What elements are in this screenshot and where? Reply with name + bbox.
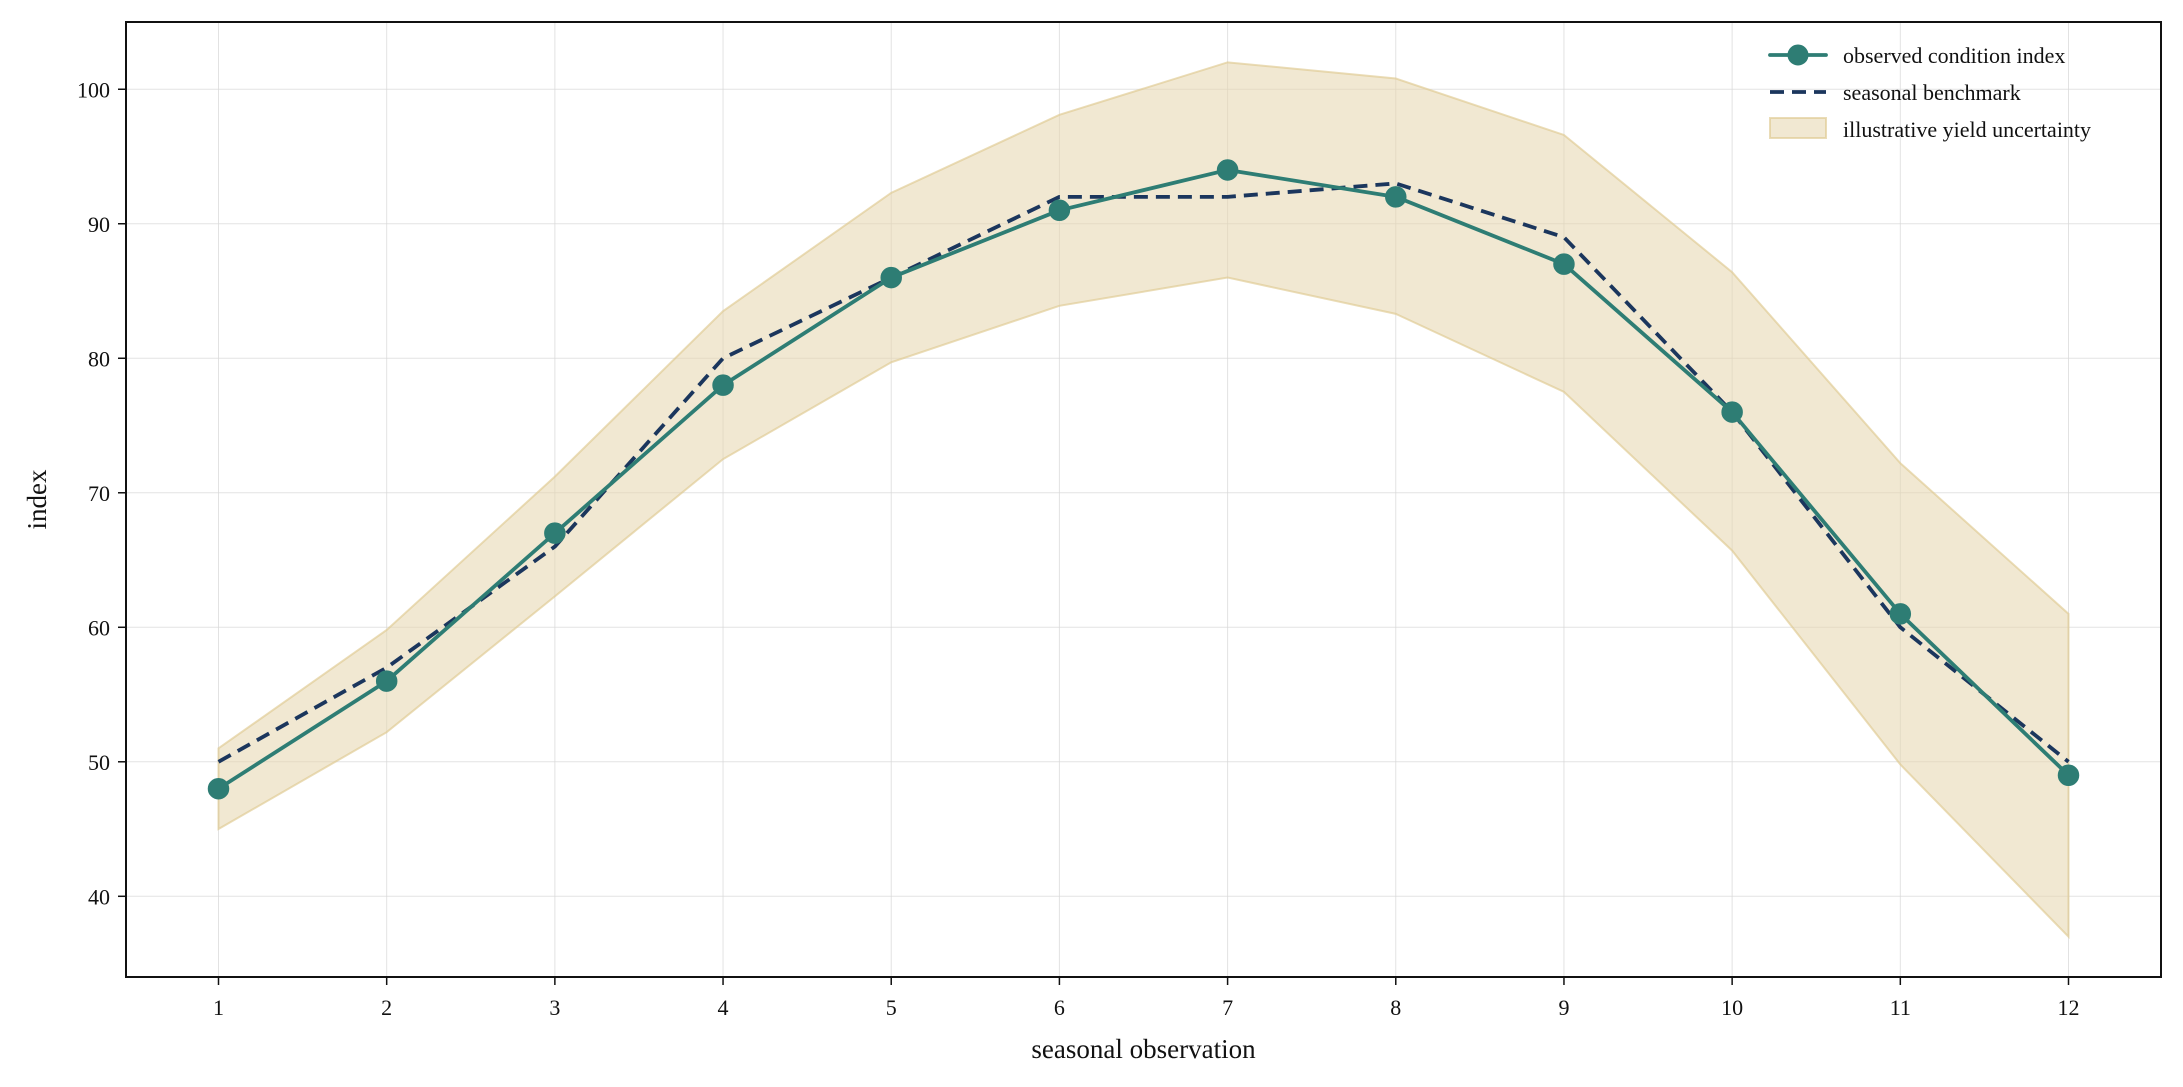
x-axis-title: seasonal observation [1031, 1034, 1256, 1064]
x-tick-label: 7 [1222, 995, 1233, 1020]
x-tick-label: 8 [1390, 995, 1401, 1020]
observed-data-point [375, 670, 398, 692]
y-axis-title: index [22, 469, 52, 529]
x-tick-label: 5 [886, 995, 897, 1020]
x-tick-label: 12 [2058, 995, 2080, 1020]
observed-data-point [1385, 186, 1407, 208]
observed-data-point [1889, 603, 1912, 625]
x-tick-label: 6 [1054, 995, 1065, 1020]
observed-markers [207, 159, 2080, 800]
x-tick-label: 1 [213, 995, 224, 1020]
legend-band-swatch [1769, 117, 1827, 139]
legend-band-label: illustrative yield uncertainty [1843, 117, 2091, 142]
y-tick-label: 40 [88, 884, 110, 909]
uncertainty-band [217, 61, 2070, 940]
plot-frame [125, 21, 2162, 978]
legend-observed-marker [1787, 44, 1809, 66]
y-tick-label: 90 [88, 212, 110, 237]
observed-data-point [1216, 159, 1239, 181]
legend-observed-label: observed condition index [1843, 43, 2065, 68]
x-tick-label: 10 [1721, 995, 1743, 1020]
x-tick-label: 9 [1558, 995, 1569, 1020]
observed-data-point [880, 266, 902, 289]
x-tick-label: 4 [718, 995, 729, 1020]
observed-data-point [1048, 199, 1071, 222]
y-axis-ticks: 40 50 60 70 80 90 100 [77, 77, 126, 909]
x-axis-ticks: 1 2 3 4 5 6 7 8 9 10 11 12 [213, 977, 2080, 1020]
observed-data-point [1721, 401, 1743, 423]
observed-data-point [1553, 253, 1575, 275]
observed-data-point [712, 374, 734, 396]
y-tick-label: 50 [88, 750, 110, 775]
observed-condition-line [216, 168, 2071, 791]
observed-data-point [207, 777, 230, 800]
y-tick-label: 60 [88, 615, 110, 640]
observed-data-point [2057, 764, 2080, 786]
x-tick-label: 11 [1890, 995, 1911, 1020]
observed-data-point [544, 522, 566, 544]
legend-benchmark-label: seasonal benchmark [1843, 80, 2021, 105]
y-tick-label: 100 [77, 77, 110, 102]
y-tick-label: 80 [88, 346, 110, 371]
y-tick-label: 70 [88, 481, 110, 506]
x-tick-label: 2 [381, 995, 392, 1020]
x-tick-label: 3 [549, 995, 560, 1020]
legend: observed condition index seasonal benchm… [1768, 43, 2091, 142]
